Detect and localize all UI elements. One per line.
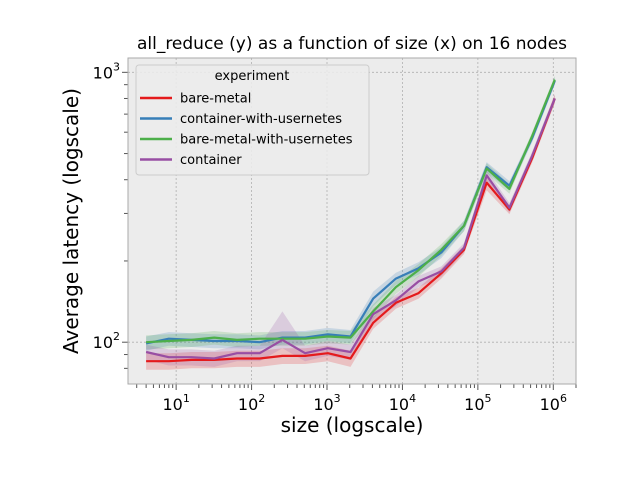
x-tick-label: 105 [464,392,491,414]
legend-label-1: container-with-usernetes [180,112,342,127]
series-line-0 [146,98,556,363]
series-lines [145,79,556,363]
y-tick-label: 102 [93,330,120,352]
x-tick-label: 104 [389,392,416,414]
x-tick-label: 106 [540,392,567,414]
y-axis-ticks: 102 103 [93,60,128,369]
series-line-2 [146,79,556,344]
legend-label-2: bare-metal-with-usernetes [180,133,353,148]
legend: experiment bare-metal container-with-user… [135,64,370,176]
legend-title: experiment [215,69,290,84]
x-axis-ticks: 101 102 103 104 105 106 [136,384,577,414]
legend-label-0: bare-metal [180,92,251,107]
legend-box [135,64,370,176]
x-tick-label: 101 [162,392,189,414]
x-axis-label: size (logscale) [281,413,424,437]
y-axis-label: Average latency (logscale) [59,88,83,354]
chart-title: all_reduce (y) as a function of size (x)… [137,34,567,54]
y-tick-label: 103 [93,60,120,82]
series-line-3 [145,98,556,360]
legend-label-3: container [180,153,242,168]
x-tick-label: 103 [313,392,340,414]
x-tick-label: 102 [238,392,265,414]
plot-frame [127,57,577,385]
